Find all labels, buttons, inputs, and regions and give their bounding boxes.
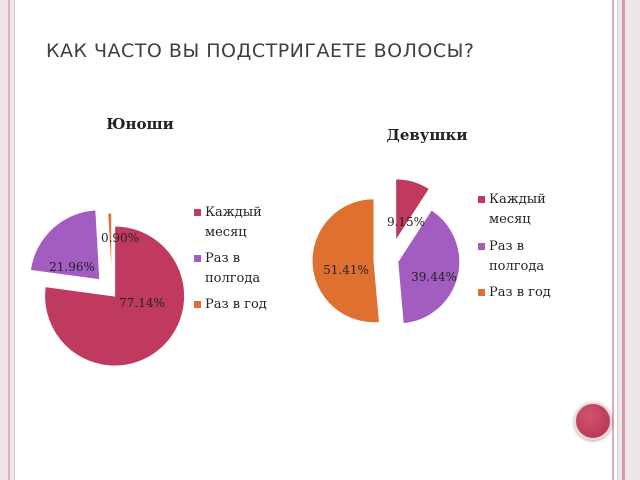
pie-slice — [395, 178, 431, 243]
legend-label: Раз в — [489, 239, 524, 254]
data-label: 51.41% — [323, 263, 369, 277]
pie-slice — [311, 198, 381, 324]
slide-title: КАК ЧАСТО ВЫ ПОДСТРИГАЕТЕ ВОЛОСЫ? — [46, 40, 475, 62]
slide-frame-left-line — [8, 0, 10, 480]
pie-slice — [44, 225, 186, 367]
pie-chart-1: Юноши 77.14% 21.96% 0.90% Каждый месяц Раз в по… — [29, 115, 267, 367]
legend-label: Каждый — [489, 192, 546, 207]
chart-title: Юноши — [106, 115, 174, 133]
decorative-circle — [574, 402, 612, 440]
data-label: 0.90% — [101, 231, 139, 245]
legend-swatch — [478, 243, 485, 250]
legend-swatch — [194, 301, 201, 308]
legend-label: Раз в — [205, 251, 240, 266]
pie-slice — [397, 209, 461, 325]
legend-label: месяц — [489, 212, 531, 227]
legend-label: полгода — [489, 259, 544, 274]
legend-label: Раз в год — [205, 297, 267, 312]
legend-swatch — [194, 209, 201, 216]
legend-label: Раз в год — [489, 285, 551, 300]
data-label: 21.96% — [49, 260, 95, 274]
pie-chart-2: Девушки 9.15% 39.44% 51.41% Каждый месяц Раз в… — [311, 126, 551, 325]
chart-title: Девушки — [387, 126, 468, 144]
legend-swatch — [478, 289, 485, 296]
legend-label: месяц — [205, 225, 247, 240]
legend-label: Каждый — [205, 205, 262, 220]
legend-label: полгода — [205, 271, 260, 286]
data-label: 77.14% — [119, 296, 165, 310]
legend-swatch — [478, 196, 485, 203]
data-label: 39.44% — [411, 270, 457, 284]
legend-swatch — [194, 255, 201, 262]
slide-frame-left — [0, 0, 15, 480]
slide-frame-right-line — [612, 0, 614, 480]
pie-slice — [107, 212, 113, 284]
slide-frame-right-line-2 — [622, 0, 625, 480]
pie-slice — [29, 209, 101, 281]
data-label: 9.15% — [387, 215, 425, 229]
